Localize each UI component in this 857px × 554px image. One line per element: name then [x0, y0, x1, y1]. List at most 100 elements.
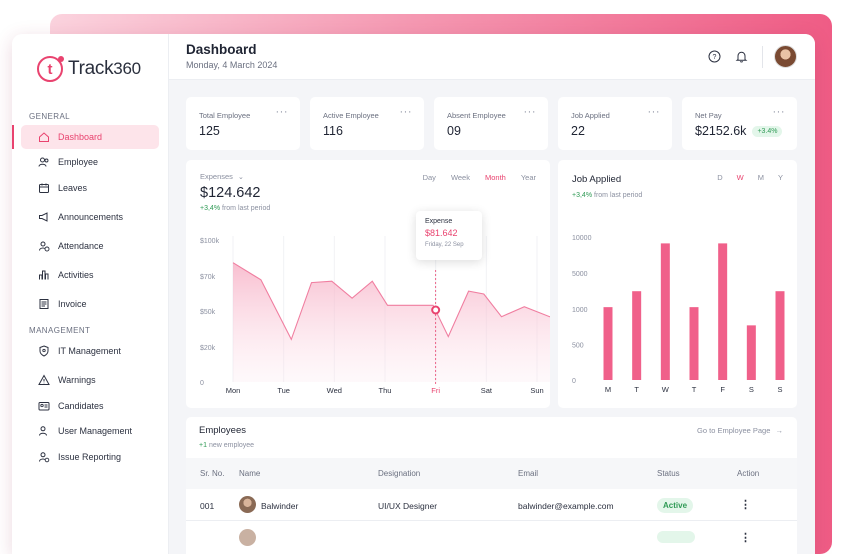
sidebar-item-user-management[interactable]: User Management: [21, 419, 159, 443]
bell-icon[interactable]: [735, 50, 748, 63]
stat-label: Total Employee: [199, 111, 251, 120]
more-options-icon[interactable]: ···: [399, 106, 412, 118]
column-name: Name: [239, 469, 261, 478]
attendance-icon: [38, 240, 50, 252]
y-tick-label: $50k: [200, 309, 216, 316]
stat-value: $2152.6k: [695, 124, 747, 138]
brand-logo[interactable]: t Track360: [37, 56, 141, 82]
tab-d[interactable]: D: [717, 173, 723, 182]
expenses-card: Expenses ⌄ $124.642 +3,4% from last peri…: [186, 160, 550, 408]
x-tick-label: T: [634, 385, 639, 394]
help-icon[interactable]: ?: [708, 50, 721, 63]
sidebar-item-employee[interactable]: Employee: [21, 150, 159, 174]
stat-label: Net Pay: [695, 111, 722, 120]
sidebar-item-label: Dashboard: [58, 132, 103, 142]
table-row-partial: ⋮: [186, 522, 797, 554]
more-options-icon[interactable]: ···: [772, 106, 785, 118]
y-tick-label: 1000: [572, 307, 588, 314]
y-tick-label: 0: [200, 380, 204, 387]
change-value: +3,4%: [572, 192, 593, 199]
user-avatar[interactable]: [774, 45, 797, 68]
employees-new: +1 new employee: [199, 442, 254, 449]
more-options-icon[interactable]: ···: [647, 106, 660, 118]
y-tick-label: $70k: [200, 274, 216, 281]
more-vertical-icon[interactable]: ⋮: [740, 499, 751, 511]
x-tick-label: W: [662, 385, 670, 394]
stat-label: Job Applied: [571, 111, 610, 120]
tab-week[interactable]: Week: [450, 173, 470, 182]
x-tick-label: Sun: [530, 386, 543, 395]
go-to-employee-link[interactable]: Go to Employee Page →: [697, 426, 783, 435]
sidebar-item-label: Invoice: [58, 299, 87, 309]
user-management-icon: [38, 425, 50, 437]
column-email: Email: [518, 469, 539, 478]
x-tick-label: Thu: [379, 386, 392, 395]
issue-icon: [38, 451, 50, 463]
sidebar-item-warnings[interactable]: Warnings: [21, 368, 159, 392]
stat-value-row: $2152.6k +3.4%: [695, 124, 783, 138]
x-tick-label: T: [692, 385, 697, 394]
stat-value: 09: [447, 124, 461, 138]
more-options-icon[interactable]: ···: [523, 106, 536, 118]
sidebar-item-announcements[interactable]: Announcements: [21, 205, 159, 229]
logo-letter: t: [47, 60, 53, 78]
expenses-label: Expenses: [200, 172, 233, 181]
tab-w[interactable]: W: [736, 173, 744, 182]
tab-m[interactable]: M: [757, 173, 764, 182]
bar: [632, 291, 642, 380]
expenses-dropdown[interactable]: Expenses ⌄: [200, 172, 244, 181]
sidebar-item-candidates[interactable]: Candidates: [21, 394, 159, 418]
expenses-amount: $124.642: [200, 185, 261, 201]
svg-text:?: ?: [713, 54, 717, 61]
area-fill: [233, 262, 550, 382]
more-options-icon[interactable]: ···: [275, 106, 288, 118]
sidebar-item-issue-reporting[interactable]: Issue Reporting: [21, 445, 159, 469]
home-icon: [38, 131, 50, 143]
y-tick-label: $100k: [200, 238, 220, 245]
column-designation: Designation: [378, 469, 421, 478]
y-tick-label: 10000: [572, 235, 592, 242]
sidebar-item-dashboard[interactable]: Dashboard: [12, 125, 159, 149]
arrow-right-icon: →: [775, 426, 784, 435]
change-text: from last period: [594, 192, 643, 199]
bar: [746, 325, 756, 380]
sidebar-item-leaves[interactable]: Leaves: [21, 176, 159, 200]
column-sr-no: Sr. No.: [200, 469, 225, 478]
employee-avatar: [239, 529, 256, 546]
x-tick-label: Tue: [277, 386, 290, 395]
sidebar-item-attendance[interactable]: Attendance: [21, 234, 159, 258]
brand-name-text: Track: [68, 58, 114, 79]
column-status: Status: [657, 469, 680, 478]
job-applied-change: +3,4% from last period: [572, 192, 642, 199]
period-tabs: Day Week Month Year: [423, 173, 536, 182]
tab-month[interactable]: Month: [484, 173, 506, 182]
x-tick-label: Wed: [327, 386, 342, 395]
bar: [603, 307, 613, 380]
tab-day[interactable]: Day: [422, 173, 436, 182]
page-date: Monday, 4 March 2024: [186, 60, 278, 70]
table-row[interactable]: 001 Balwinder UI/UX Designer balwinder@e…: [186, 489, 797, 521]
x-tick-label: S: [749, 385, 754, 394]
section-label-management: MANAGEMENT: [29, 326, 91, 335]
sidebar-item-activities[interactable]: Activities: [21, 263, 159, 287]
employee-avatar: [239, 496, 256, 513]
y-tick-label: 5000: [572, 271, 588, 278]
stat-value: 22: [571, 124, 585, 138]
highlight-point: [431, 305, 441, 315]
stat-card-absent-employee: Absent Employee 09 ···: [434, 97, 548, 150]
bar: [660, 243, 670, 380]
new-count: +1: [199, 442, 207, 449]
app-window: t Track360 GENERAL Dashboard Employee Le…: [12, 34, 815, 554]
change-value: +3,4%: [200, 205, 221, 212]
tab-y[interactable]: Y: [777, 173, 783, 182]
section-label-general: GENERAL: [29, 112, 71, 121]
sidebar-item-invoice[interactable]: Invoice: [21, 292, 159, 316]
sidebar-item-it-management[interactable]: IT Management: [21, 339, 159, 363]
status-badge: [657, 531, 695, 543]
new-text: new employee: [208, 442, 255, 449]
x-tick-label: M: [605, 385, 611, 394]
page-title: Dashboard: [186, 42, 257, 57]
x-tick-label: Mon: [226, 386, 241, 395]
more-vertical-icon[interactable]: ⋮: [740, 532, 751, 544]
tab-year[interactable]: Year: [520, 173, 536, 182]
